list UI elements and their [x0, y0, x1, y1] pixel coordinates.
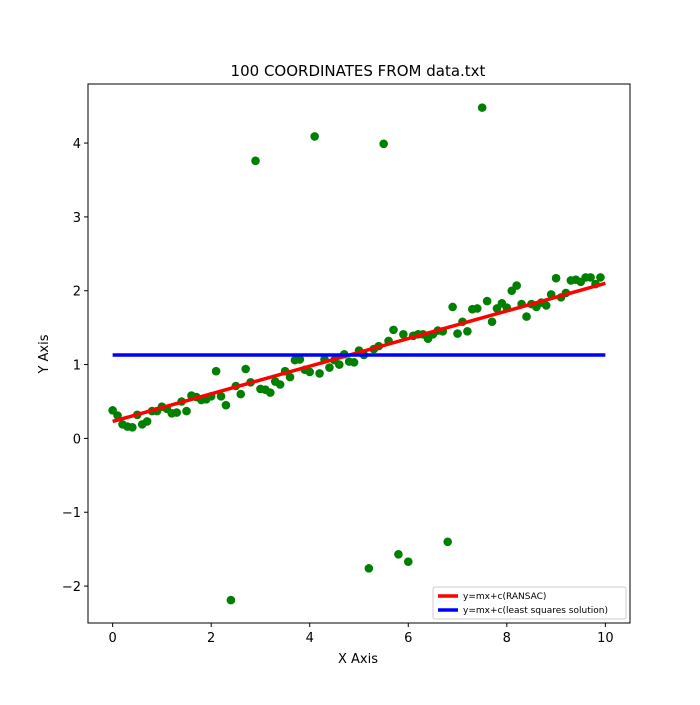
data-point: [216, 392, 226, 401]
data-point: [522, 312, 531, 321]
plot-area: 0 2 4 6 8 10 −2 −1 0 1 2 3 4: [62, 83, 631, 646]
x-tick-label: 0: [108, 631, 116, 646]
chart-title: 100 COORDINATES FROM data.txt: [231, 62, 486, 80]
data-point: [551, 273, 561, 283]
data-point: [403, 557, 413, 567]
x-tick-label: 8: [503, 631, 511, 646]
data-point: [399, 330, 408, 339]
data-point: [379, 139, 388, 149]
axes-frame: [87, 83, 631, 624]
data-point: [285, 372, 295, 382]
y-tick-label: 4: [73, 137, 81, 152]
x-tick-label: 6: [404, 631, 412, 646]
y-tick-label: 2: [73, 285, 81, 300]
data-point: [443, 537, 452, 547]
data-point: [334, 360, 344, 369]
data-point: [251, 156, 260, 166]
y-tick-label: −2: [62, 580, 81, 595]
data-point: [128, 423, 137, 432]
y-tick-label: −1: [62, 506, 81, 521]
data-point: [172, 408, 181, 417]
data-point: [364, 564, 374, 573]
legend-label: y=mx+c(least squares solution): [463, 606, 608, 616]
y-axis-label: Y Axis: [37, 334, 52, 374]
data-point: [305, 367, 315, 377]
data-point: [275, 380, 285, 389]
legend-box: [432, 586, 627, 620]
data-point: [142, 417, 152, 426]
data-point: [182, 406, 191, 416]
data-point: [477, 103, 487, 112]
data-point: [482, 296, 492, 306]
data-point: [389, 325, 398, 335]
y-tick-label: 0: [73, 432, 81, 447]
data-point: [453, 329, 462, 338]
y-tick-label: 1: [73, 359, 81, 374]
series-line: [112, 281, 606, 424]
data-point: [295, 355, 305, 364]
y-tick-label: 3: [73, 211, 81, 226]
legend: y=mx+c(RANSAC) y=mx+c(least squares solut…: [432, 586, 627, 620]
data-point: [310, 132, 319, 141]
data-point: [221, 400, 231, 410]
data-point: [315, 369, 324, 378]
data-point: [487, 317, 497, 327]
data-point: [349, 358, 359, 367]
data-point: [448, 302, 457, 312]
x-tick-label: 4: [306, 631, 314, 646]
data-point: [236, 389, 246, 399]
data-point: [266, 388, 275, 397]
data-point: [596, 273, 605, 282]
data-point: [463, 327, 472, 336]
x-tick-label: 2: [207, 631, 215, 646]
data-point: [394, 550, 403, 559]
data-point: [211, 366, 221, 376]
data-point: [472, 304, 482, 313]
data-point: [541, 301, 551, 310]
data-point: [586, 273, 595, 282]
data-point: [512, 281, 521, 290]
x-tick-label: 10: [597, 631, 614, 646]
legend-label: y=mx+c(RANSAC): [463, 592, 546, 602]
data-point: [226, 595, 236, 605]
x-axis-label: X Axis: [338, 652, 378, 667]
data-point: [325, 363, 334, 372]
data-point: [241, 364, 250, 374]
